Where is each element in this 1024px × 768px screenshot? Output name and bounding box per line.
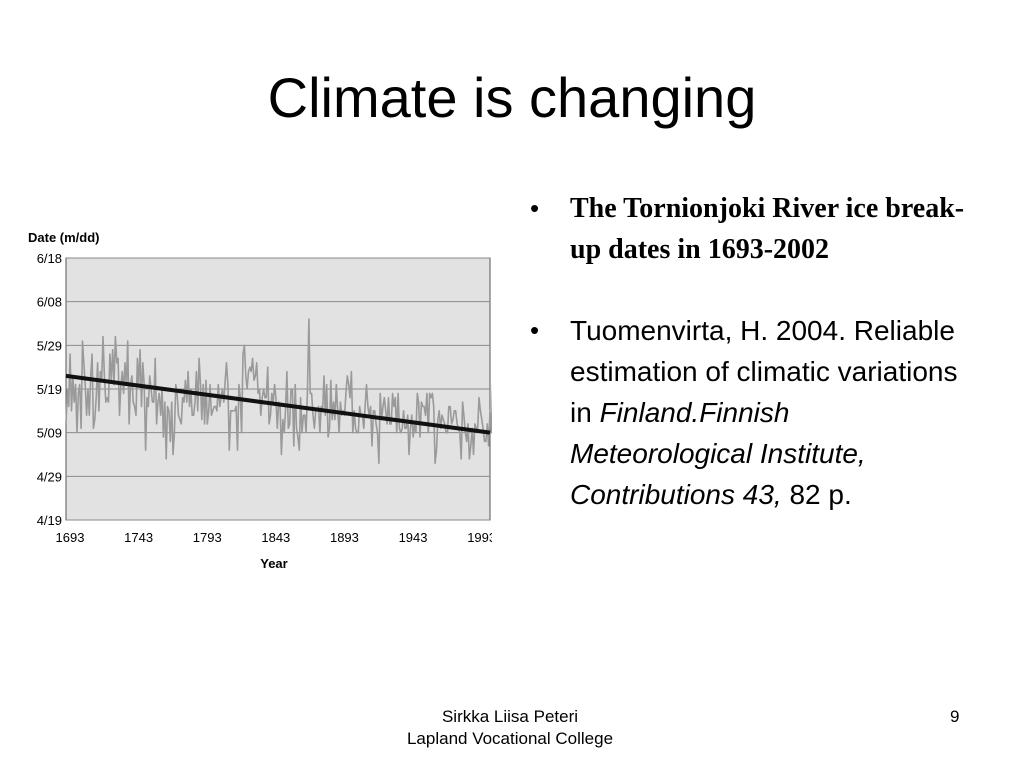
footer: Sirkka Liisa Peteri Lapland Vocational C… [330,706,690,750]
reference-plain: Tuomenvirta, H. 2004. Reliable estimatio… [570,315,958,428]
bullet-dot-icon: • [530,315,540,345]
y-tick-label: 4/19 [37,513,62,528]
footer-author: Sirkka Liisa Peteri [441,707,579,726]
bullet-item-2: • Tuomenvirta, H. 2004. Reliable estimat… [530,310,970,515]
y-tick-label: 5/09 [37,426,62,441]
x-tick-label: 1893 [330,530,359,545]
reference-italic: Finland.Finnish Meteorological Institute… [570,397,866,510]
y-axis-title: Date (m/dd) [28,230,100,245]
x-tick-label: 1843 [261,530,290,545]
slide-title: Climate is changing [267,66,757,129]
x-tick-label: 1743 [124,530,153,545]
x-tick-label: 1993 [467,530,492,545]
y-tick-label: 4/29 [37,469,62,484]
trend-line [65,373,491,435]
bullet-list: • The Tornionjoki River ice break-up dat… [530,188,970,555]
y-tick-label: 6/18 [37,251,62,266]
x-axis-title: Year [260,556,287,571]
chart-svg: 4/19 4/29 5/09 5/19 5/29 6/08 6/18 1693 1743 1793… [28,230,492,571]
bullet-item-1: • The Tornionjoki River ice break-up dat… [530,188,970,270]
x-tick-label: 1693 [56,530,85,545]
y-tick-label: 5/19 [37,382,62,397]
bullet-dot-icon: • [530,193,540,223]
page-number: 9 [950,707,960,726]
y-tick-label: 6/08 [37,295,62,310]
x-tick-label: 1793 [193,530,222,545]
footer-college: Lapland Vocational College [406,729,614,748]
ice-breakup-chart: 4/19 4/29 5/09 5/19 5/29 6/08 6/18 1693 1743 1793… [28,228,492,578]
y-tick-label: 5/29 [37,338,62,353]
bullet-text-river: The Tornionjoki River ice break-up dates… [570,193,965,265]
reference-tail: 82 p. [781,479,852,510]
x-tick-label: 1943 [399,530,428,545]
bullet-text-reference: Tuomenvirta, H. 2004. Reliable estimatio… [570,310,970,515]
series-line [65,318,492,464]
